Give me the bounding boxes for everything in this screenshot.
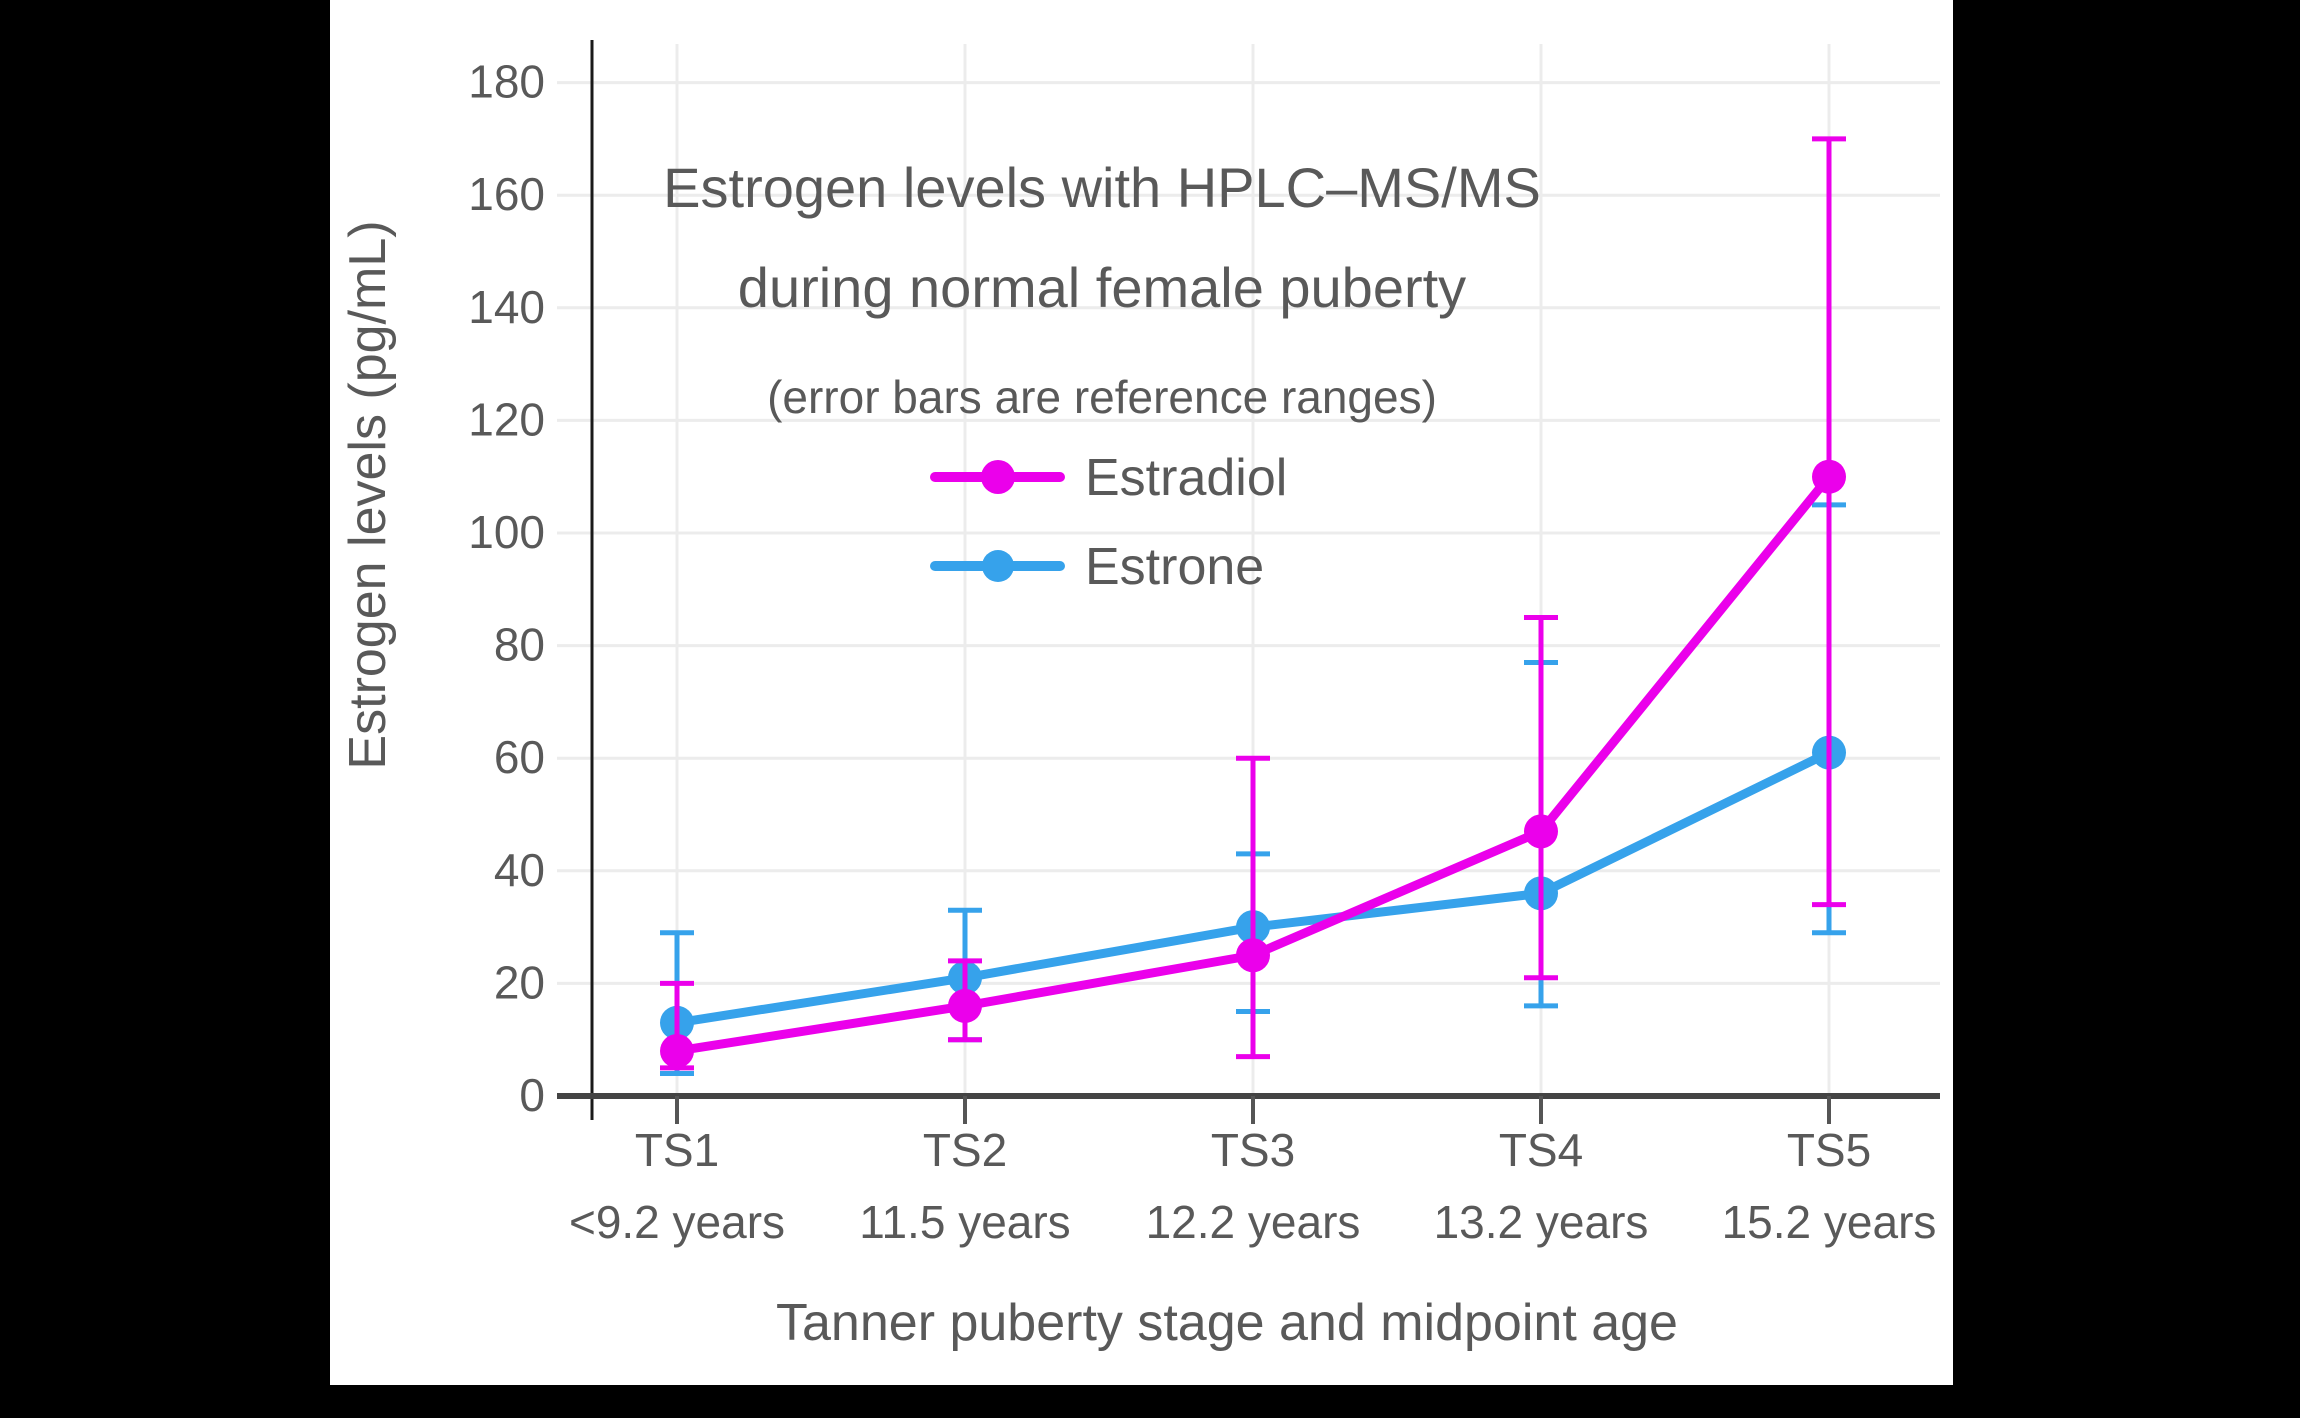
estrone-legend-label: Estrone: [1085, 538, 1264, 596]
chart-card: [330, 0, 1953, 1385]
point-estradiol-TS1: [660, 1033, 694, 1068]
x-tick-label-TS1: TS1: [635, 1124, 719, 1176]
y-tick-label-120: 120: [468, 393, 545, 445]
y-tick-label-180: 180: [468, 56, 545, 108]
point-estradiol-TS3: [1236, 938, 1270, 973]
legend-item-estrone: Estrone: [930, 538, 1264, 596]
tick-labels: 0 20 40 60 80 100 120 140 160 180 TS1 <9.2 years TS2…: [468, 56, 1936, 1248]
x-tick-label-TS4: TS4: [1499, 1124, 1583, 1176]
y-tick-label-80: 80: [494, 619, 545, 671]
estradiol-legend-label: Estradiol: [1085, 449, 1287, 507]
axes: [557, 40, 1940, 1124]
y-tick-label-160: 160: [468, 168, 545, 220]
legend-item-estradiol: Estradiol: [930, 449, 1287, 507]
estradiol-legend-marker: [981, 460, 1015, 494]
legend: Estradiol Estrone: [930, 449, 1287, 596]
x-tick-label-TS5: TS5: [1787, 1124, 1871, 1176]
y-tick-label-60: 60: [494, 731, 545, 783]
y-tick-label-40: 40: [494, 844, 545, 896]
y-tick-label-20: 20: [494, 956, 545, 1008]
y-axis-title: Estrogen levels (pg/mL): [339, 220, 397, 769]
chart-subtitle: (error bars are reference ranges): [767, 371, 1437, 423]
chart-title-line2: during normal female puberty: [738, 256, 1466, 319]
x-tick-sublabel-TS5: 15.2 years: [1722, 1196, 1937, 1248]
y-tick-label-140: 140: [468, 281, 545, 333]
chart-title-line1: Estrogen levels with HPLC–MS/MS: [663, 156, 1541, 219]
y-tick-label-100: 100: [468, 506, 545, 558]
x-tick-label-TS2: TS2: [923, 1124, 1007, 1176]
point-estradiol-TS2: [948, 988, 982, 1023]
x-tick-sublabel-TS1: <9.2 years: [569, 1196, 785, 1248]
x-tick-sublabel-TS4: 13.2 years: [1434, 1196, 1649, 1248]
y-tick-label-0: 0: [519, 1069, 545, 1121]
point-estradiol-TS5: [1812, 459, 1846, 494]
x-tick-sublabel-TS2: 11.5 years: [859, 1196, 1070, 1248]
x-tick-label-TS3: TS3: [1211, 1124, 1295, 1176]
estrone-legend-marker: [982, 550, 1014, 582]
x-axis-title: Tanner puberty stage and midpoint age: [776, 1294, 1678, 1352]
series-estradiol: [660, 136, 1846, 1071]
x-tick-sublabel-TS3: 12.2 years: [1146, 1196, 1361, 1248]
data-series: [660, 136, 1846, 1076]
point-estradiol-TS4: [1524, 814, 1558, 849]
